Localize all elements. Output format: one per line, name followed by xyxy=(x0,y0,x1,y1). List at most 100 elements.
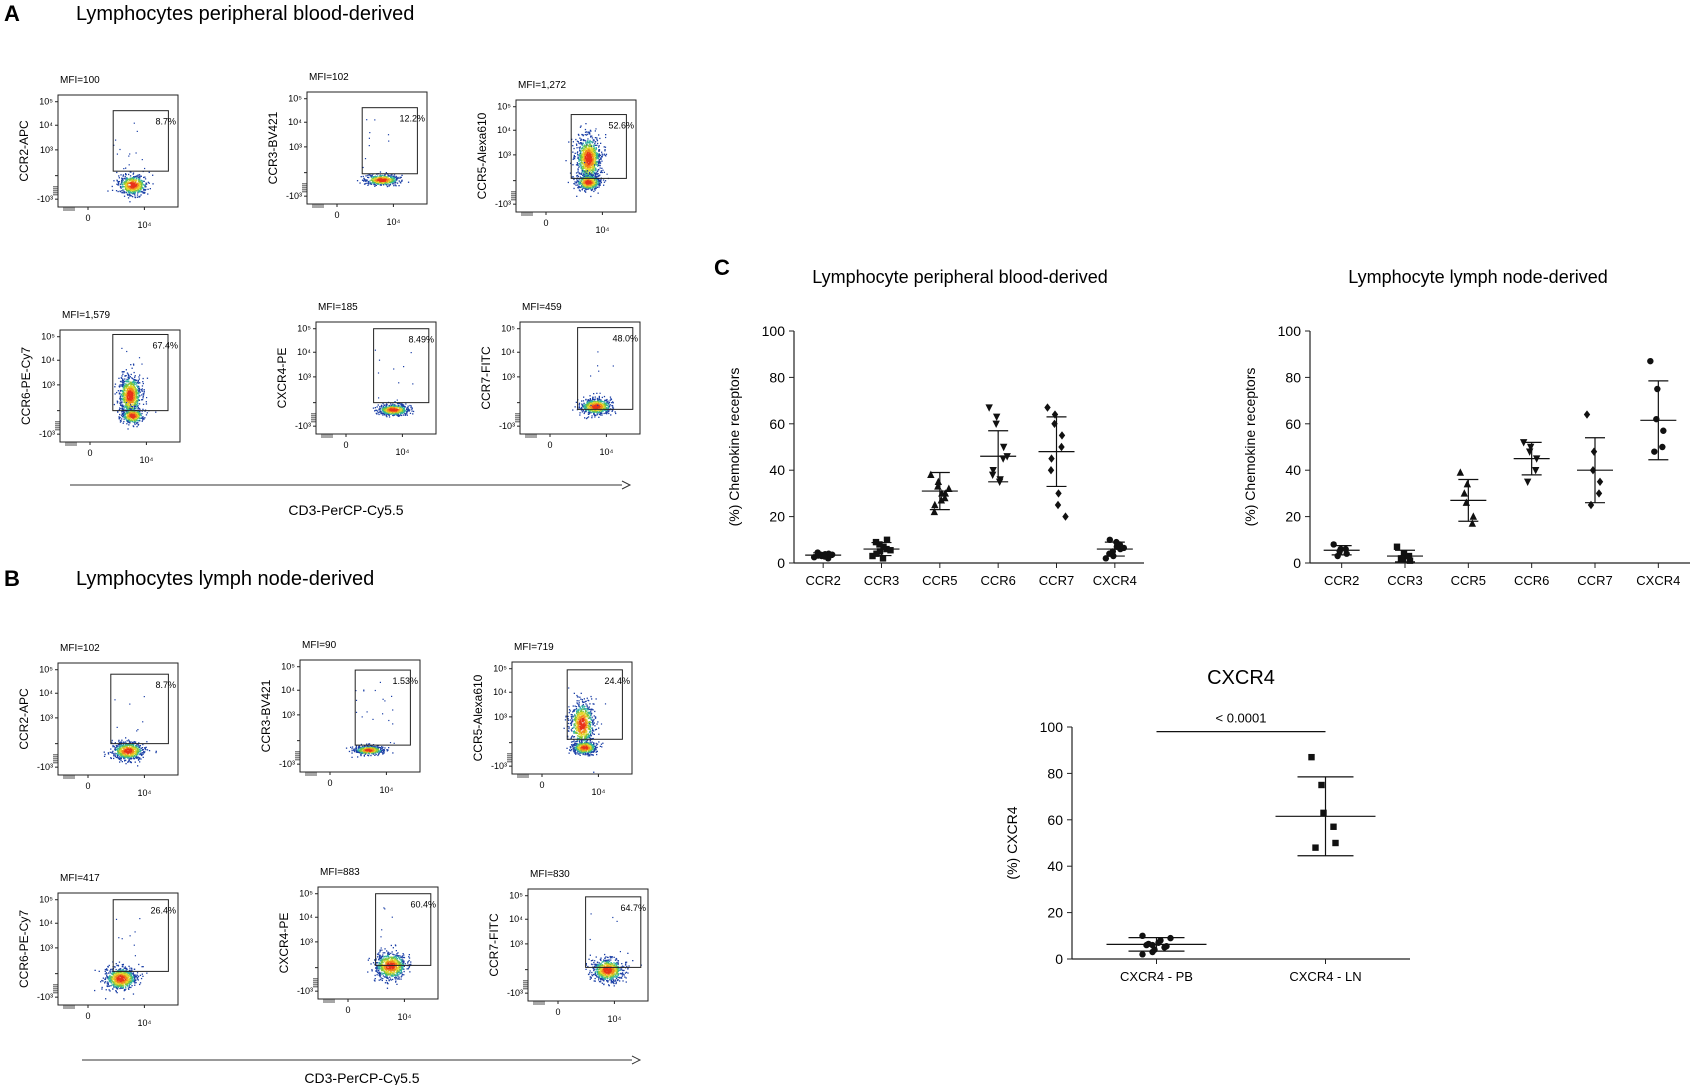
event-dot xyxy=(588,165,590,167)
event-dot xyxy=(372,177,374,179)
event-dot xyxy=(594,174,597,176)
event-dot xyxy=(132,178,135,181)
event-dot xyxy=(591,402,593,404)
event-dot xyxy=(371,177,373,180)
event-dot xyxy=(139,420,141,422)
event-dot xyxy=(610,398,613,401)
event-dot xyxy=(119,191,122,193)
event-dot xyxy=(586,142,589,144)
event-dot xyxy=(127,197,130,199)
event-dot xyxy=(130,364,132,366)
event-dot xyxy=(599,167,601,169)
event-dot xyxy=(402,414,404,416)
event-dot xyxy=(597,152,599,155)
event-dot xyxy=(589,167,591,170)
plot-frame xyxy=(306,91,428,205)
event-dot xyxy=(123,401,125,404)
event-dot xyxy=(400,408,402,411)
event-dot xyxy=(132,417,134,419)
event-dot xyxy=(133,177,135,179)
event-dot xyxy=(135,184,137,186)
event-dot xyxy=(384,183,386,185)
event-dot xyxy=(589,162,591,165)
event-dot xyxy=(593,393,595,395)
event-dot xyxy=(591,415,593,417)
event-dot xyxy=(128,189,130,191)
event-dot xyxy=(122,379,124,381)
event-dot xyxy=(399,411,401,413)
gate xyxy=(112,110,169,172)
event-dot xyxy=(127,178,129,180)
event-dot xyxy=(135,190,138,192)
gate-percentage: 48.0% xyxy=(612,334,638,344)
event-dot xyxy=(384,177,387,179)
event-dot xyxy=(596,138,598,141)
event-dot xyxy=(140,417,143,419)
event-dot xyxy=(372,176,375,179)
event-dot xyxy=(379,177,381,179)
event-dot xyxy=(586,167,589,169)
event-dot xyxy=(395,413,397,415)
event-dot xyxy=(386,416,388,418)
event-dot xyxy=(600,181,602,184)
event-dot xyxy=(595,411,598,413)
event-dot xyxy=(132,179,134,181)
event-dot xyxy=(590,156,592,158)
event-dot xyxy=(372,179,375,181)
event-dot xyxy=(134,408,136,410)
event-dot xyxy=(129,180,131,182)
event-dot xyxy=(578,160,580,162)
event-dot xyxy=(375,176,377,178)
event-dot xyxy=(598,163,600,165)
event-dot xyxy=(410,352,412,354)
event-dot xyxy=(126,411,129,413)
event-dot xyxy=(600,155,603,158)
event-dot xyxy=(589,166,591,168)
event-dot xyxy=(599,392,601,394)
event-dot xyxy=(134,176,136,178)
event-dot xyxy=(389,180,391,182)
event-dot xyxy=(123,183,125,185)
event-dot xyxy=(138,396,140,398)
event-dot xyxy=(576,144,578,146)
event-dot xyxy=(141,412,143,415)
event-dot xyxy=(603,412,605,415)
event-dot xyxy=(142,408,144,410)
event-dot xyxy=(580,180,582,183)
event-dot xyxy=(131,187,133,189)
event-dot xyxy=(596,137,598,139)
event-dot xyxy=(576,162,578,164)
event-dot xyxy=(143,192,146,194)
event-dot xyxy=(383,178,385,180)
event-dot xyxy=(138,387,140,389)
event-dot xyxy=(585,162,587,164)
event-dot xyxy=(380,175,382,178)
event-dot xyxy=(397,177,399,179)
event-dot xyxy=(589,133,591,135)
event-dot xyxy=(597,173,599,175)
event-dot xyxy=(585,410,587,413)
event-dot xyxy=(384,404,386,406)
event-dot xyxy=(608,402,610,404)
event-dot xyxy=(152,174,154,176)
event-dot xyxy=(594,150,597,152)
event-dot xyxy=(595,170,597,172)
event-dot xyxy=(369,132,371,134)
event-dot xyxy=(586,153,588,155)
event-dot xyxy=(605,403,607,405)
event-dot xyxy=(129,187,131,189)
event-dot xyxy=(139,382,141,384)
event-dot xyxy=(146,377,149,379)
event-dot xyxy=(125,418,127,420)
event-dot xyxy=(589,171,591,174)
event-dot xyxy=(385,180,387,182)
event-dot xyxy=(134,375,136,377)
event-dot xyxy=(129,195,131,197)
event-dot xyxy=(614,411,616,413)
event-dot xyxy=(135,383,137,385)
event-dot xyxy=(393,180,395,182)
event-dot xyxy=(132,196,134,198)
event-dot xyxy=(598,153,600,155)
event-dot xyxy=(589,173,591,175)
event-dot xyxy=(393,181,395,183)
